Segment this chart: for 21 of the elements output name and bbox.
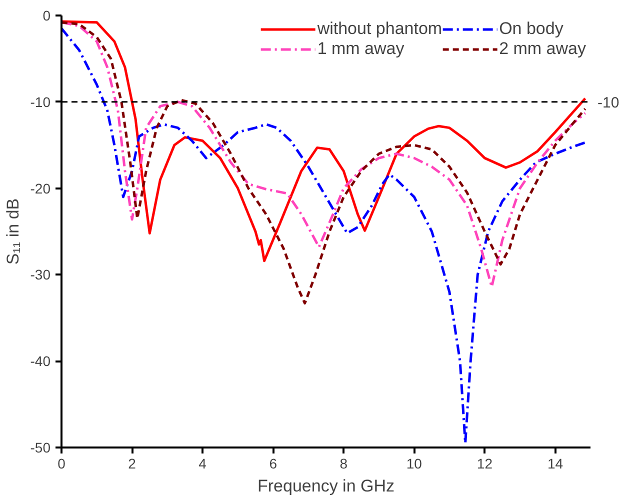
legend-label: On body xyxy=(499,19,564,39)
y-axis-title: S₁₁ in dB xyxy=(3,198,22,265)
x-tick-label: 0 xyxy=(58,456,66,472)
ref-line-label: -10 xyxy=(598,94,620,112)
y-tick-label: -10 xyxy=(30,94,51,110)
x-tick-label: 14 xyxy=(547,456,564,472)
y-tick-label: -50 xyxy=(30,440,51,456)
y-tick-label: -20 xyxy=(30,180,51,196)
legend-label: 1 mm away xyxy=(317,39,404,59)
x-tick-label: 6 xyxy=(269,456,278,472)
x-tick-label: 12 xyxy=(476,456,493,472)
x-tick-label: 2 xyxy=(128,456,136,472)
x-tick-label: 4 xyxy=(198,456,207,472)
legend-label: 2 mm away xyxy=(499,39,586,59)
y-tick-label: -30 xyxy=(30,266,51,283)
y-tick-label: -40 xyxy=(30,353,51,370)
y-tick-label: 0 xyxy=(42,8,51,24)
x-tick-label: 10 xyxy=(406,456,422,472)
legend-label: without phantom xyxy=(317,19,442,39)
x-axis-title: Frequency in GHz xyxy=(258,476,394,496)
x-tick-label: 8 xyxy=(340,456,348,472)
